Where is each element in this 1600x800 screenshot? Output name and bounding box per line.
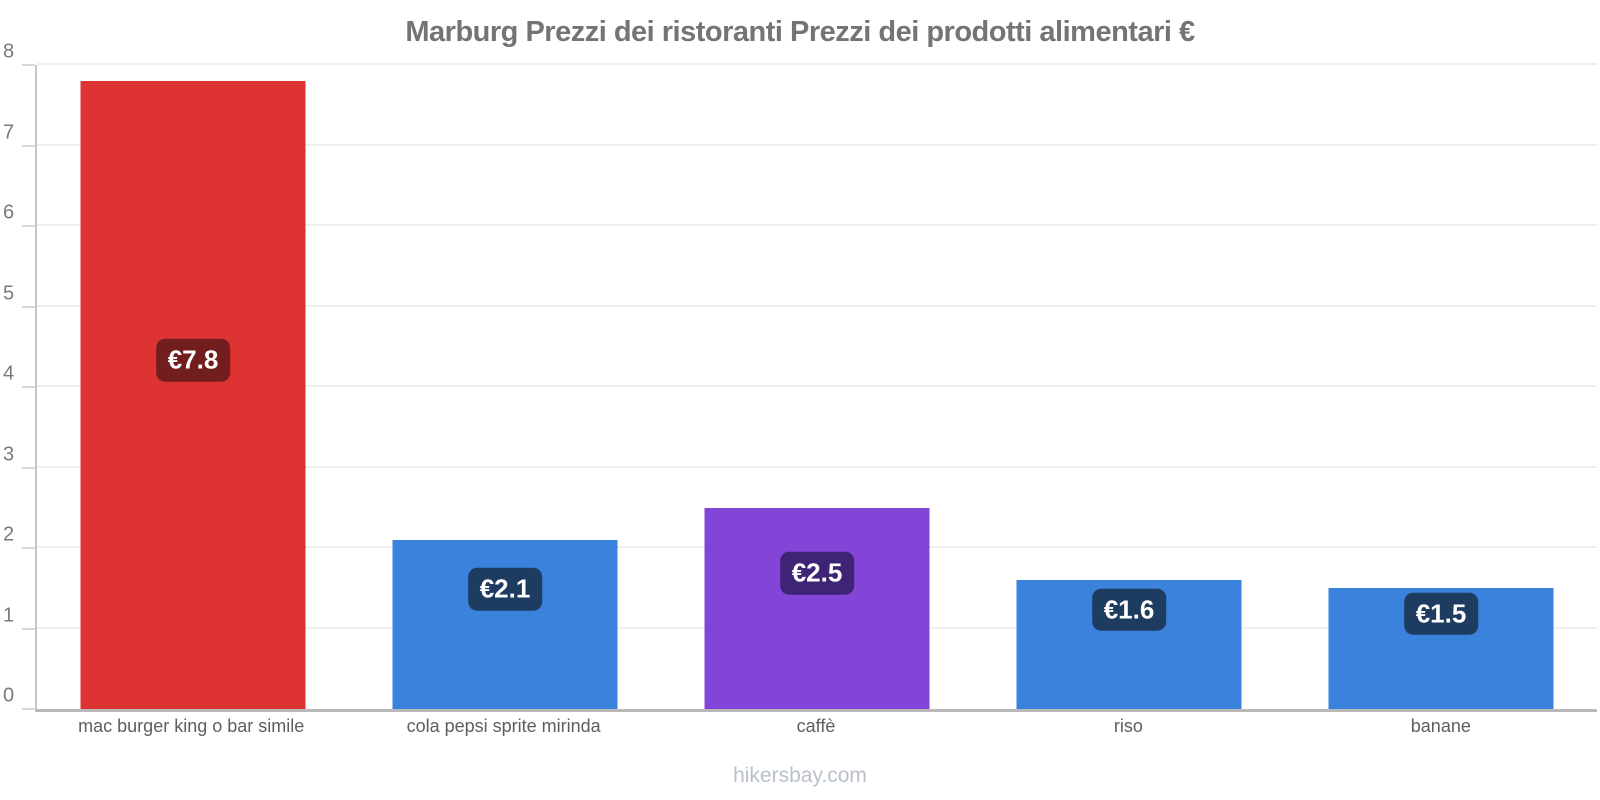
y-axis-tick-label: 0 [3,684,15,707]
plot-area: 0 1 2 3 4 5 6 7 8 €7.8 €2.1 €2.5 €1.6 €1.5 [3,41,1597,712]
watermark-hikersbay: hikersbay.com [733,764,867,787]
y-axis-tick [22,225,35,227]
value-badge: €7.8 [155,338,231,382]
y-axis-tick [22,64,35,66]
value-badge: €2.1 [467,568,543,611]
bar-slot: €1.5 [1285,65,1597,709]
bars-container: €7.8 €2.1 €2.5 €1.6 €1.5 [37,65,1597,709]
x-axis-label: banane [1410,716,1471,736]
y-axis-tick-label: 5 [3,282,15,304]
bar-slot: €2.5 [661,65,973,709]
y-axis-tick-label: 4 [3,362,15,385]
chart-title: Marburg Prezzi dei ristoranti Prezzi dei… [405,16,1195,48]
y-axis-tick-label: 3 [3,443,15,465]
bar-caffè[interactable]: €2.5 [704,507,930,709]
value-badge: €1.5 [1403,592,1479,635]
x-axis-label: riso [1113,716,1143,736]
y-axis-tick-label: 6 [3,201,15,224]
bar-slot: €7.8 [37,65,349,709]
y-axis-tick-label: 2 [3,523,15,546]
value-badge: €2.5 [779,552,855,595]
y-axis-tick-label: 8 [3,40,15,63]
bar-banane[interactable]: €1.5 [1328,588,1554,709]
y-axis-tick [22,466,35,469]
bar-riso[interactable]: €1.6 [1016,580,1242,709]
y-axis-tick [22,144,35,147]
x-axis-labels: mac burger king o bar simile cola pepsi s… [35,716,1597,737]
value-badge: €1.6 [1091,588,1167,631]
y-axis-tick [22,627,35,630]
bar-cola-pepsi-sprite-mirinda[interactable]: €2.1 [392,539,618,709]
y-axis-tick-label: 7 [3,121,15,143]
bar-mac-burger-king-o-bar-simile[interactable]: €7.8 [80,81,306,709]
y-axis-tick [22,386,35,388]
bar-slot: €2.1 [349,65,661,709]
x-axis-label: mac burger king o bar simile [78,716,305,736]
y-axis-tick-label: 1 [3,604,15,626]
x-axis-label: cola pepsi sprite mirinda [406,716,601,736]
x-axis-label: caffè [796,716,836,736]
bar-slot: €1.6 [973,65,1285,709]
y-axis-tick [22,305,35,308]
y-axis-tick [22,708,35,710]
y-axis-tick [22,547,35,549]
